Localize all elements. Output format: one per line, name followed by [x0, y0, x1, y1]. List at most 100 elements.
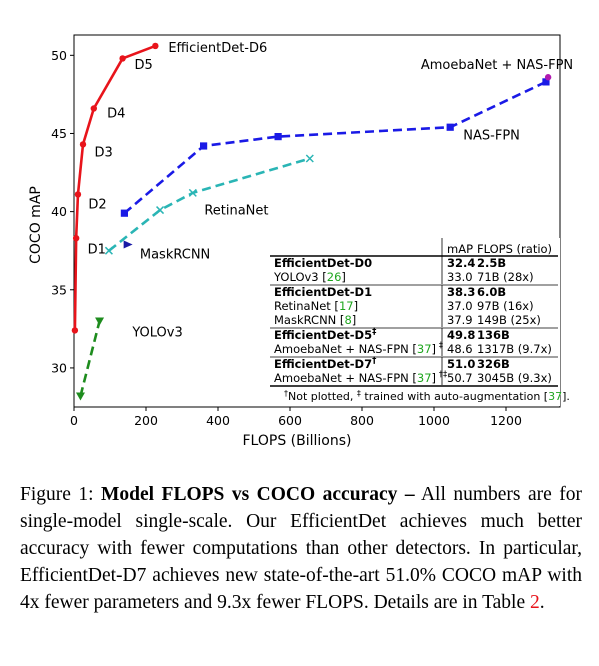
annotation-label: D4 [107, 107, 125, 122]
table-ref-number: 37 [417, 371, 432, 385]
table-model-cell: YOLOv3 [26] [273, 270, 346, 284]
table-flops-cell: 136B [477, 328, 510, 342]
footnote-part-4: 37 [548, 390, 562, 403]
table-model-name: AmoebaNet + NAS-FPN [274, 371, 409, 385]
table-map-cell: 51.0 [447, 357, 475, 371]
series-retinanet [104, 154, 314, 255]
caption-label: Figure 1: [20, 484, 94, 505]
table-ref-close: ] [352, 313, 357, 327]
data-point [104, 246, 113, 255]
table-map-cell: 49.8 [447, 328, 475, 342]
table-flops-cell: 149B (25x) [477, 313, 541, 327]
table-ref-number: 37 [417, 342, 432, 356]
table-model-name: AmoebaNet + NAS-FPN [274, 342, 409, 356]
table-map-cell: 37.0 [447, 299, 473, 313]
table-model-cell: AmoebaNet + NAS-FPN [37] †‡ [274, 370, 448, 385]
caption-end: . [539, 592, 545, 613]
table-ref-close: ] [432, 342, 437, 356]
data-point [188, 188, 197, 197]
table-ref-open: [ [409, 342, 417, 356]
y-tick-label: 40 [51, 204, 67, 219]
table-ref-open: [ [319, 270, 327, 284]
table-flops-cell: 1317B (9.7x) [477, 342, 552, 356]
table-header-map: mAP [447, 242, 473, 256]
footnote-part-2: ‡ [357, 389, 361, 398]
table-ref-number: 17 [339, 299, 354, 313]
data-point [446, 123, 454, 131]
table-model-name: MaskRCNN [274, 313, 336, 327]
table-model-name: EfficientDet-D0 [274, 256, 372, 270]
y-axis-label: COCO mAP [28, 186, 44, 264]
data-point [544, 74, 552, 81]
annotation-label: D5 [134, 58, 152, 73]
figure-caption: Figure 1: Model FLOPS vs COCO accuracy –… [20, 481, 582, 616]
table-model-cell: EfficientDet-D1 [274, 285, 372, 299]
x-tick-label: 600 [278, 413, 302, 428]
data-point [123, 240, 133, 249]
table-model-name: RetinaNet [274, 299, 331, 313]
table-flops-cell: 6.0B [477, 285, 506, 299]
y-tick-label: 30 [51, 360, 67, 375]
series-amoebanet-nas-fpn [544, 74, 552, 81]
plot-frame [73, 34, 561, 408]
table-map-cell: 38.3 [447, 285, 475, 299]
footnote-part-0: † [284, 389, 288, 398]
series-line [79, 320, 101, 397]
annotation-label: D1 [88, 243, 106, 258]
series-efficientdet-d6 [71, 42, 159, 334]
table-ref-open: [ [409, 371, 417, 385]
table-flops-cell: 326B [477, 357, 510, 371]
table-ref-number: 26 [327, 270, 342, 284]
plot-area: 0 200 400 600 800 1000 1200 30 35 40 45 50 FLOPS (Bi… [28, 34, 561, 449]
y-tick-label: 35 [51, 282, 67, 297]
y-tick-label: 45 [51, 126, 67, 141]
data-point [542, 78, 550, 86]
table-ref-open: [ [331, 299, 339, 313]
series-line [73, 44, 156, 331]
table-footnote-mark: ‡ [372, 327, 376, 337]
table-model-name: EfficientDet-D5 [274, 328, 372, 342]
table-footnote-mark: ‡ [436, 341, 444, 351]
table-map-cell: 33.0 [447, 270, 473, 284]
table-map-cell: 37.9 [447, 313, 473, 327]
series-nas-fpn [120, 78, 550, 217]
table-flops-cell: 3045B (9.3x) [477, 371, 552, 385]
annotation-label: D2 [88, 197, 106, 212]
table-model-name: YOLOv3 [273, 270, 319, 284]
comparison-table: mAP FLOPS (ratio) EfficientDet-D0 32.4 2.5B Y… [268, 238, 570, 406]
x-tick-label: 1200 [490, 413, 522, 428]
table-model-cell: AmoebaNet + NAS-FPN [37] ‡ [274, 341, 444, 356]
table-flops-cell: 97B (16x) [477, 299, 534, 313]
table-model-name: EfficientDet-D7 [274, 357, 372, 371]
annotation-label: MaskRCNN [140, 247, 210, 262]
table-model-cell: EfficientDet-D7† [274, 356, 376, 371]
footnote-part-3: trained with auto-augmentation [ [361, 390, 548, 403]
data-point [305, 154, 314, 163]
series-line [123, 80, 547, 215]
x-tick-label: 1000 [418, 413, 450, 428]
data-point [156, 206, 165, 215]
series-yolov3 [75, 317, 105, 401]
footnote-part-1: Not plotted, [288, 390, 357, 403]
table-ref-number: 8 [344, 313, 351, 327]
table-flops-cell: 2.5B [477, 256, 506, 270]
series-maskrcnn [123, 240, 133, 249]
annotation-label: RetinaNet [204, 204, 268, 219]
figure-1-chart: 0 200 400 600 800 1000 1200 30 35 40 45 50 FLOPS (Bi… [28, 34, 573, 449]
annotation-label: D3 [95, 146, 113, 161]
series-layer [71, 42, 552, 401]
table-flops-cell: 71B (28x) [477, 270, 534, 284]
caption-bold-title: Model FLOPS vs COCO accuracy – [101, 484, 415, 505]
y-tick-label: 50 [51, 48, 67, 63]
x-tick-label: 200 [134, 413, 158, 428]
data-point [74, 191, 82, 198]
footnote-part-5: ]. [562, 390, 570, 403]
x-tick-label: 800 [350, 413, 374, 428]
data-point [75, 392, 85, 401]
data-point [71, 327, 79, 334]
x-tick-label: 400 [206, 413, 230, 428]
table-map-cell: 50.7 [447, 371, 473, 385]
annotation-label: YOLOv3 [131, 325, 182, 340]
data-point [274, 132, 282, 141]
